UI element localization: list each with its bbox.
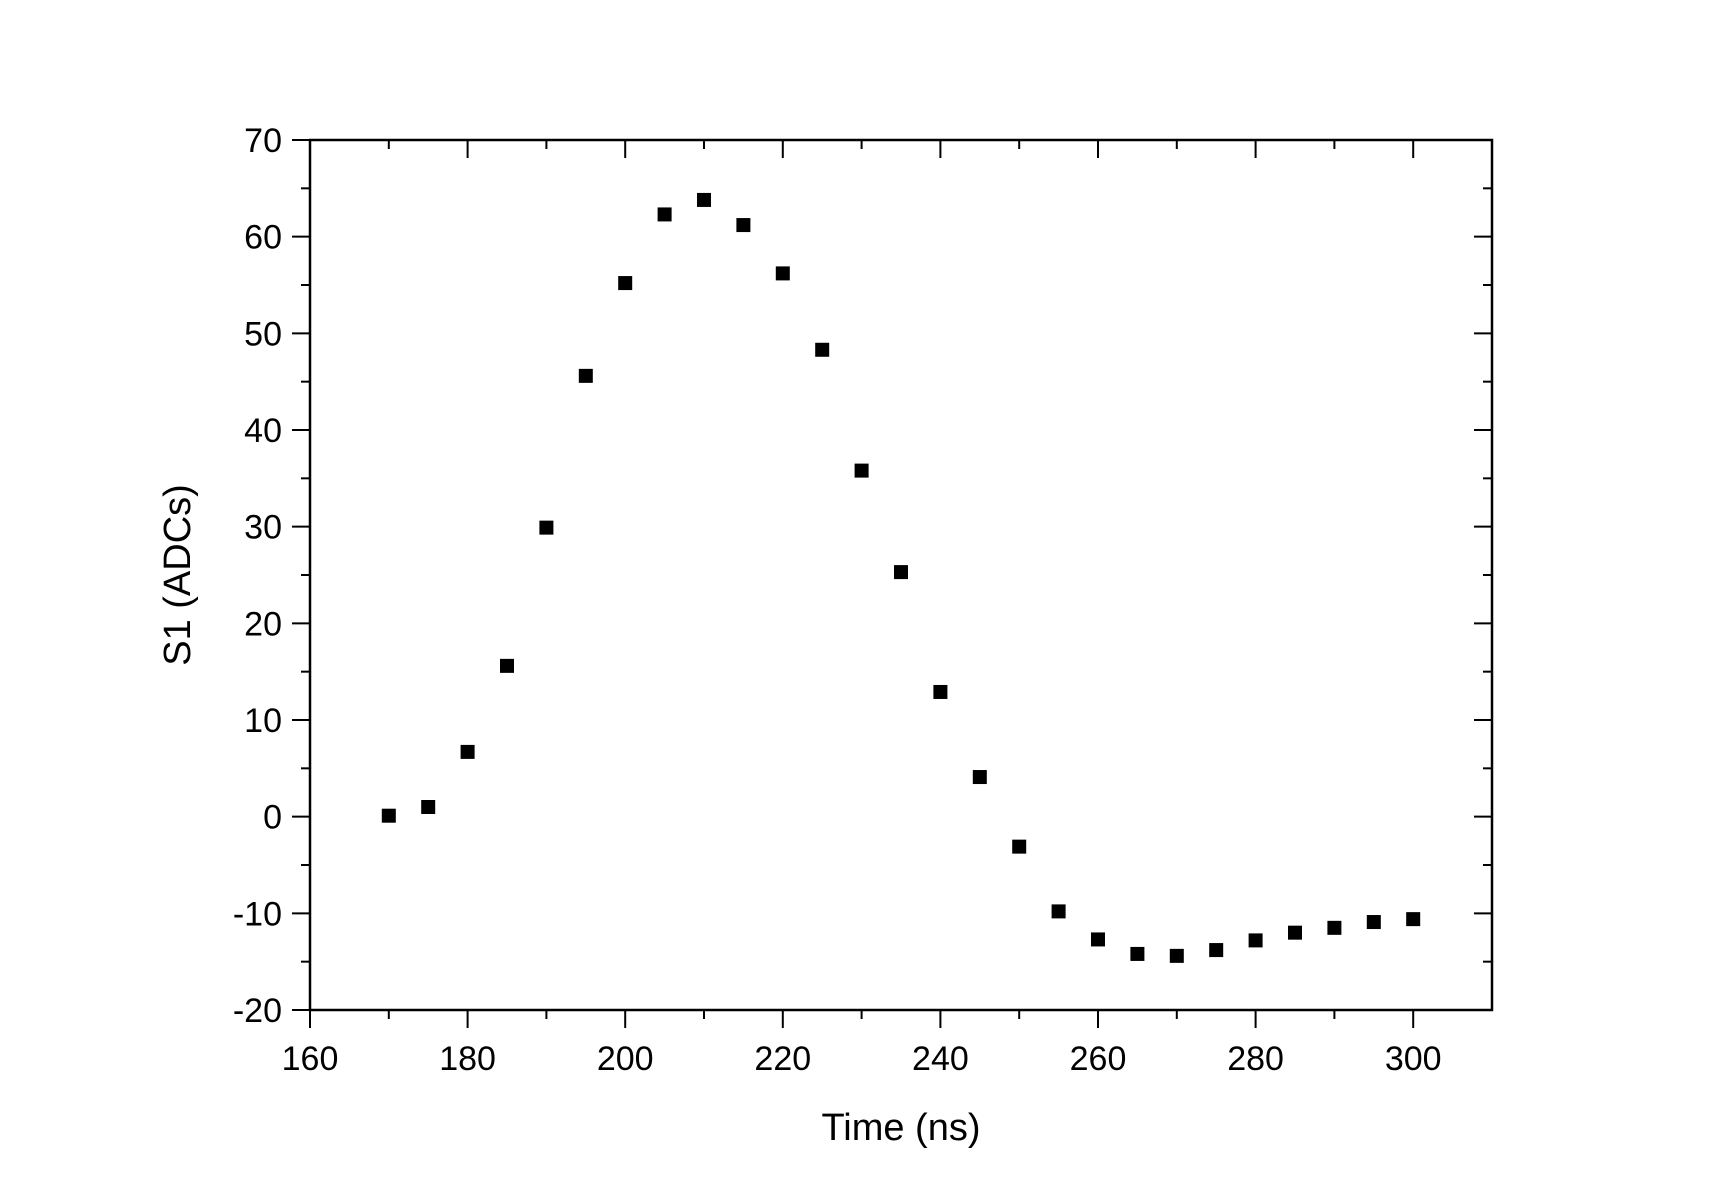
data-point [1406, 912, 1421, 927]
data-point [1169, 948, 1184, 963]
data-point [815, 342, 830, 357]
y-tick-label: 40 [244, 412, 282, 450]
data-point [1051, 904, 1066, 919]
data-point [697, 192, 711, 207]
y-tick-label: 10 [244, 702, 282, 740]
x-axis-title: Time (ns) [821, 1107, 980, 1149]
y-tick-label: 0 [263, 799, 282, 837]
data-point [1288, 925, 1302, 940]
x-tick-label: 260 [1070, 1040, 1127, 1078]
data-point [421, 800, 436, 814]
data-point [1091, 932, 1105, 947]
data-point [972, 770, 987, 785]
data-point [1327, 920, 1342, 935]
axis-ticks [292, 139, 1492, 1028]
y-tick-label: 50 [244, 315, 282, 353]
data-point [618, 276, 633, 291]
y-tick-label: -20 [233, 992, 282, 1030]
data-point [460, 744, 475, 759]
data-point [1366, 915, 1381, 930]
x-tick-label: 160 [282, 1040, 339, 1078]
y-tick-label: 70 [244, 122, 282, 160]
data-point [1130, 946, 1145, 961]
data-point [657, 207, 672, 222]
y-axis-title: S1 (ADCs) [157, 484, 199, 666]
data-point [775, 266, 790, 281]
y-tick-label: 30 [244, 509, 282, 547]
x-tick-label: 200 [597, 1040, 654, 1078]
data-point [578, 368, 593, 383]
data-point [894, 565, 908, 580]
data-point [539, 520, 554, 535]
data-point [854, 463, 869, 478]
data-point [381, 808, 396, 823]
y-tick-label: 20 [244, 605, 282, 643]
x-tick-label: 240 [912, 1040, 969, 1078]
data-point [1248, 933, 1263, 948]
x-tick-label: 180 [439, 1040, 496, 1078]
data-points [381, 192, 1421, 963]
x-tick-label: 220 [754, 1040, 811, 1078]
data-point [500, 658, 514, 673]
tick-labels: 160 180 200 220 240 260 280 300 -20 -10 0 10 20 30 40 5… [233, 122, 1442, 1078]
y-tick-label: -10 [233, 895, 282, 933]
x-tick-label: 280 [1227, 1040, 1284, 1078]
data-point [1012, 839, 1027, 854]
y-tick-label: 60 [244, 219, 282, 257]
data-point [1209, 943, 1224, 958]
data-point [736, 218, 751, 233]
data-point [933, 684, 948, 699]
x-tick-label: 300 [1385, 1040, 1442, 1078]
